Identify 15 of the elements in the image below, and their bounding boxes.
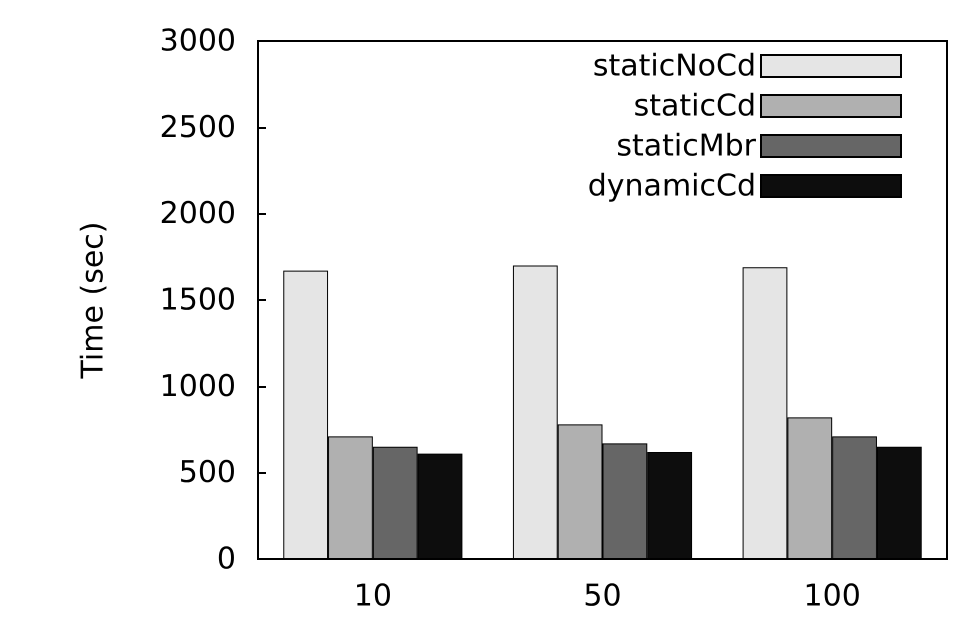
x-tick-label: 100 (804, 578, 861, 614)
y-tick-label: 500 (178, 455, 236, 490)
legend-label: staticNoCd (592, 48, 756, 84)
y-tick-label: 3000 (160, 24, 236, 58)
y-tick-label: 1500 (160, 282, 236, 318)
y-tick-label: 0 (216, 542, 236, 576)
y-tick-label: 1000 (160, 368, 236, 404)
y-tick-label: 2000 (160, 196, 236, 232)
legend-label: staticCd (634, 88, 756, 124)
legend-label: dynamicCd (588, 168, 756, 204)
legend-label: staticMbr (616, 128, 757, 164)
x-tick-label: 10 (354, 578, 392, 614)
y-tick-label: 2500 (160, 110, 236, 145)
y-axis-title: Time (sec) (76, 222, 110, 380)
x-tick-label: 50 (583, 578, 622, 614)
